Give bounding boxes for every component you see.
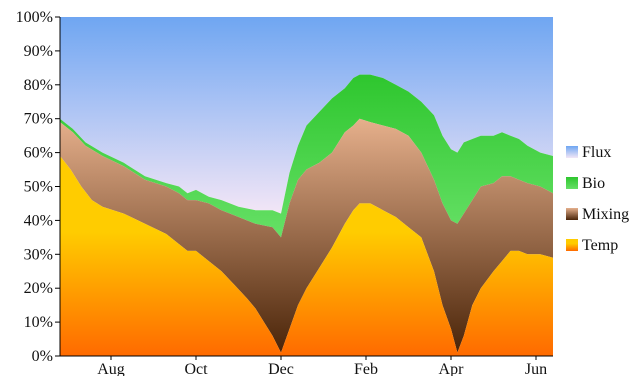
legend-label-flux: Flux bbox=[582, 144, 611, 161]
y-tick-label: 70% bbox=[24, 111, 53, 128]
area-flux bbox=[60, 17, 553, 214]
y-tick-label: 90% bbox=[24, 43, 53, 60]
x-tick-label: Dec bbox=[268, 361, 294, 376]
x-tick-label: Aug bbox=[97, 361, 125, 376]
y-tick-label: 80% bbox=[24, 77, 53, 94]
y-tick-label: 20% bbox=[24, 280, 53, 297]
area-layers bbox=[60, 17, 553, 356]
y-tick-label: 50% bbox=[24, 179, 53, 196]
y-tick-label: 30% bbox=[24, 246, 53, 263]
area-bio bbox=[60, 74, 553, 238]
y-tick-label: 10% bbox=[24, 314, 53, 331]
legend-swatch-mixing bbox=[566, 208, 578, 220]
y-tick-label: 0% bbox=[32, 348, 53, 365]
axes: 0% 10% 20% 30% 40% 50% 60% 70% 80% 90% 100% Aug Oct D… bbox=[16, 9, 553, 376]
x-tick-label: Apr bbox=[439, 361, 465, 376]
y-tick-label: 60% bbox=[24, 145, 53, 162]
legend-label-bio: Bio bbox=[582, 175, 605, 192]
legend-label-temp: Temp bbox=[582, 237, 618, 254]
area-temp bbox=[60, 156, 553, 356]
legend: Flux Bio Mixing Temp bbox=[566, 144, 629, 254]
x-tick-label: Oct bbox=[184, 361, 208, 376]
area-mixing bbox=[60, 118, 553, 353]
legend-label-mixing: Mixing bbox=[582, 206, 629, 223]
legend-swatch-temp bbox=[566, 239, 578, 251]
x-tick-label: Jun bbox=[525, 361, 547, 376]
y-tick-label: 100% bbox=[16, 9, 53, 26]
legend-swatch-flux bbox=[566, 146, 578, 158]
y-tick-label: 40% bbox=[24, 212, 53, 229]
x-tick-label: Feb bbox=[354, 361, 378, 376]
legend-swatch-bio bbox=[566, 177, 578, 189]
